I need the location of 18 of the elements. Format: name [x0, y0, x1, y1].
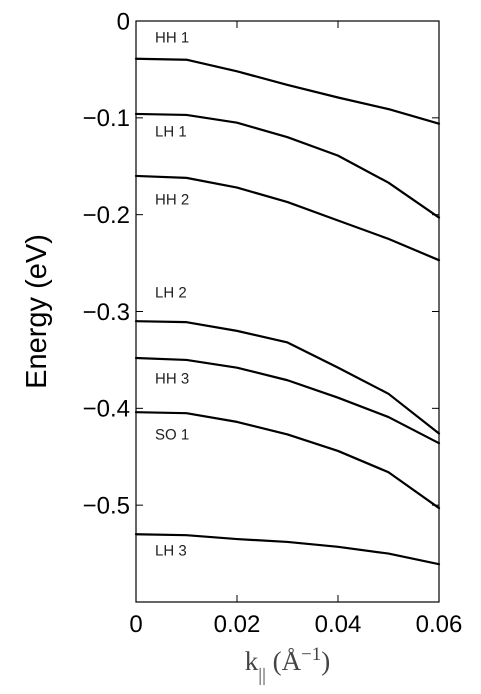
y-tick-label: −0.1 — [82, 105, 130, 132]
x-tick-label: 0.04 — [314, 611, 362, 638]
annotation: HH 2 — [155, 191, 190, 208]
annotation: SO 1 — [155, 426, 190, 444]
y-tick-label: −0.2 — [82, 202, 130, 230]
x-axis-title: k$_{||}$ (Å$^{−1}$) — [244, 644, 330, 686]
annotation: LH 3 — [155, 542, 187, 560]
y-tick-label: 0 — [116, 8, 130, 36]
y-axis-title: Energy (eV) — [21, 234, 53, 389]
annotation: HH 3 — [155, 370, 190, 388]
y-tick-label: −0.4 — [82, 396, 130, 423]
y-tick-label: −0.3 — [82, 298, 130, 326]
y-tick-label: −0.5 — [82, 492, 130, 520]
x-tick-label: 0.02 — [214, 611, 260, 638]
annotation: LH 2 — [155, 284, 187, 302]
annotation: LH 1 — [155, 123, 187, 140]
annotation: HH 1 — [155, 29, 190, 46]
x-tick-label: 0.06 — [416, 611, 462, 638]
